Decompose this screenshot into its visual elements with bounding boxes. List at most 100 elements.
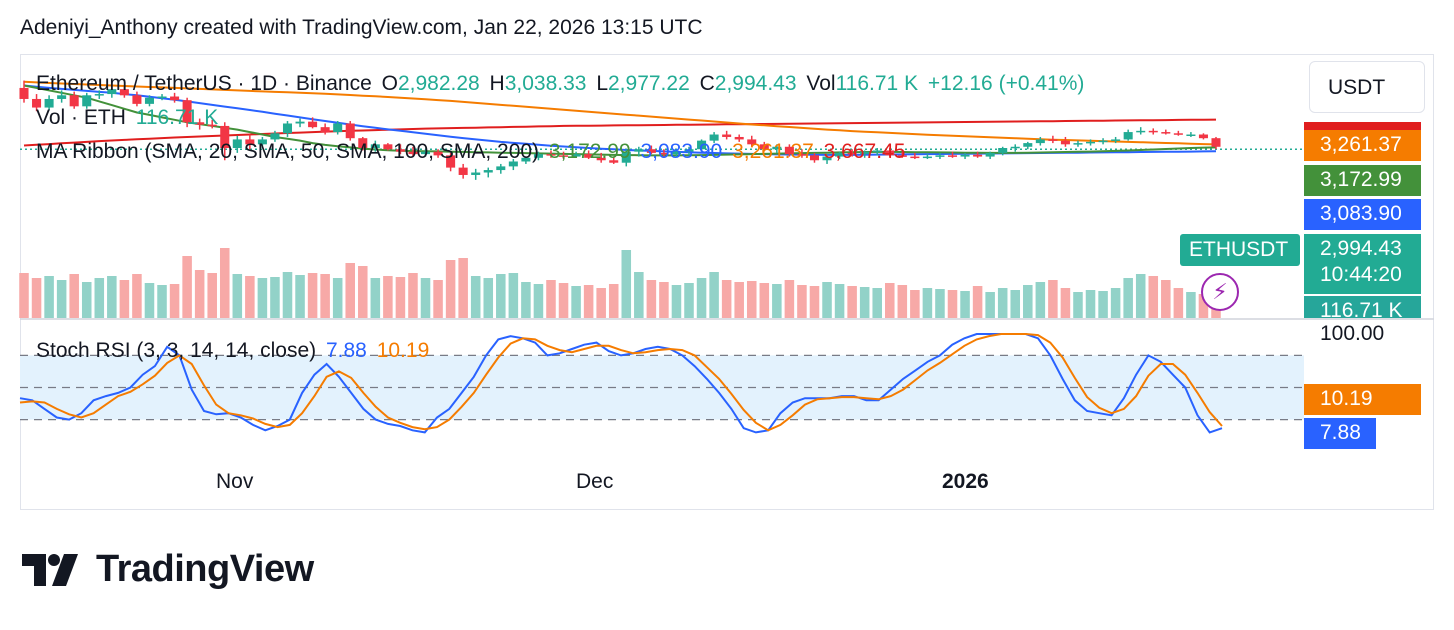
volume-bar [31, 278, 42, 318]
stoch-k-value: 7.88 [325, 339, 367, 362]
symbol-legend: Ethereum / TetherUS · 1D · Binance O2,98… [36, 72, 1088, 96]
candle-body [609, 160, 619, 163]
candle-body [1136, 130, 1146, 133]
volume-bar [797, 285, 807, 318]
candle-body [1098, 140, 1108, 143]
candle-body [835, 152, 845, 157]
volume-bar [985, 292, 995, 318]
candle-body [157, 96, 167, 99]
volume-bar [219, 248, 230, 318]
ma100-value: 3,261.37 [732, 140, 814, 163]
candle-body [1148, 130, 1158, 133]
candle-body [119, 89, 129, 96]
volume-bar [107, 276, 117, 318]
candle-body [947, 155, 958, 157]
volume-bar [621, 250, 632, 318]
volume-bar [910, 290, 920, 318]
currency-selector[interactable]: USDT [1309, 61, 1425, 113]
candle-body [847, 152, 857, 155]
volume-bar [358, 266, 368, 318]
volume-bar [935, 289, 945, 318]
volume-bar [245, 276, 255, 318]
candle-body [559, 155, 569, 157]
candle-body [1111, 139, 1121, 141]
volume-bar [19, 273, 29, 318]
volume-legend[interactable]: Vol · ETH 116.71 K [36, 106, 222, 130]
volume-bar [433, 280, 443, 318]
volume-bar [646, 280, 657, 318]
candle-body [395, 149, 405, 152]
symbol-title[interactable]: Ethereum / TetherUS · 1D · Binance [36, 72, 372, 95]
low-value: 2,977.22 [608, 72, 690, 95]
brand-name: TradingView [96, 548, 314, 590]
candle-body [571, 154, 581, 157]
candle-body [697, 140, 707, 150]
volume-bar [772, 284, 782, 318]
volume-bar [496, 274, 506, 318]
candle-body [684, 149, 694, 152]
candle-body [985, 152, 995, 157]
candle-body [784, 146, 794, 155]
stoch-band [20, 355, 1304, 420]
candle-body [872, 150, 882, 152]
candle-body [759, 144, 769, 150]
candle-body [1211, 138, 1221, 147]
change-value: +12.16 (+0.41%) [927, 72, 1085, 95]
candle-body [860, 151, 870, 155]
close-value: 2,994.43 [714, 72, 797, 95]
time-label-dec: Dec [576, 470, 614, 493]
stoch-legend[interactable]: Stoch RSI (3, 3, 14, 14, close) 7.88 10.… [36, 339, 433, 363]
volume-bar [834, 284, 845, 318]
volume-bar [1123, 278, 1133, 318]
stoch-axis-top: 100.00 [1320, 322, 1385, 345]
candle-body [308, 121, 318, 128]
volume-bar [470, 276, 481, 318]
volume-bar [56, 280, 67, 318]
candle-body [270, 133, 280, 140]
stoch-d-line [19, 333, 1223, 432]
volume-bar [947, 290, 958, 318]
ma-ribbon-legend[interactable]: MA Ribbon (SMA, 20, SMA, 50, SMA, 100, S… [36, 140, 909, 164]
candle-body [998, 148, 1008, 153]
volume-bar [81, 282, 92, 318]
lightning-icon[interactable]: ⚡ [1201, 273, 1239, 311]
candle-body [659, 152, 669, 155]
volume-bar [746, 281, 757, 318]
volume-bar [157, 285, 167, 318]
candle-body [471, 172, 481, 175]
volume-bar [872, 288, 882, 318]
volume-bar [1060, 288, 1071, 318]
candle-body [245, 139, 255, 145]
volume-bar [119, 280, 130, 318]
candle-body [897, 155, 907, 157]
volume-bar [784, 280, 795, 318]
stoch-d-tag: 10.19 [1304, 384, 1421, 415]
candle-body [910, 156, 920, 159]
volume-bar [521, 282, 531, 318]
volume-bar [734, 282, 744, 318]
candle-body [1186, 134, 1196, 137]
candle-body [960, 154, 970, 157]
volume-bar [69, 274, 79, 318]
candle-body [458, 167, 468, 175]
volume-title: Vol · ETH [36, 106, 126, 129]
volume-bar [847, 286, 857, 318]
vol-label: Vol [806, 72, 836, 95]
volume-bar [897, 285, 908, 318]
volume-bar [345, 263, 355, 318]
candle-body [195, 122, 205, 125]
candle-body [333, 123, 343, 133]
ma-ribbon-layer [20, 80, 1434, 320]
candle-body [508, 161, 518, 167]
time-label-nov: Nov [216, 470, 254, 493]
candle-body [408, 151, 418, 155]
candle-body [1035, 139, 1045, 144]
volume-bar [94, 278, 105, 318]
tradingview-logo[interactable]: TradingView [22, 548, 314, 591]
ma200-price-tag [1304, 122, 1421, 130]
candle-body [420, 151, 431, 155]
candle-body [1161, 132, 1171, 134]
volume-bar [1010, 290, 1021, 318]
candle-body [973, 154, 983, 157]
